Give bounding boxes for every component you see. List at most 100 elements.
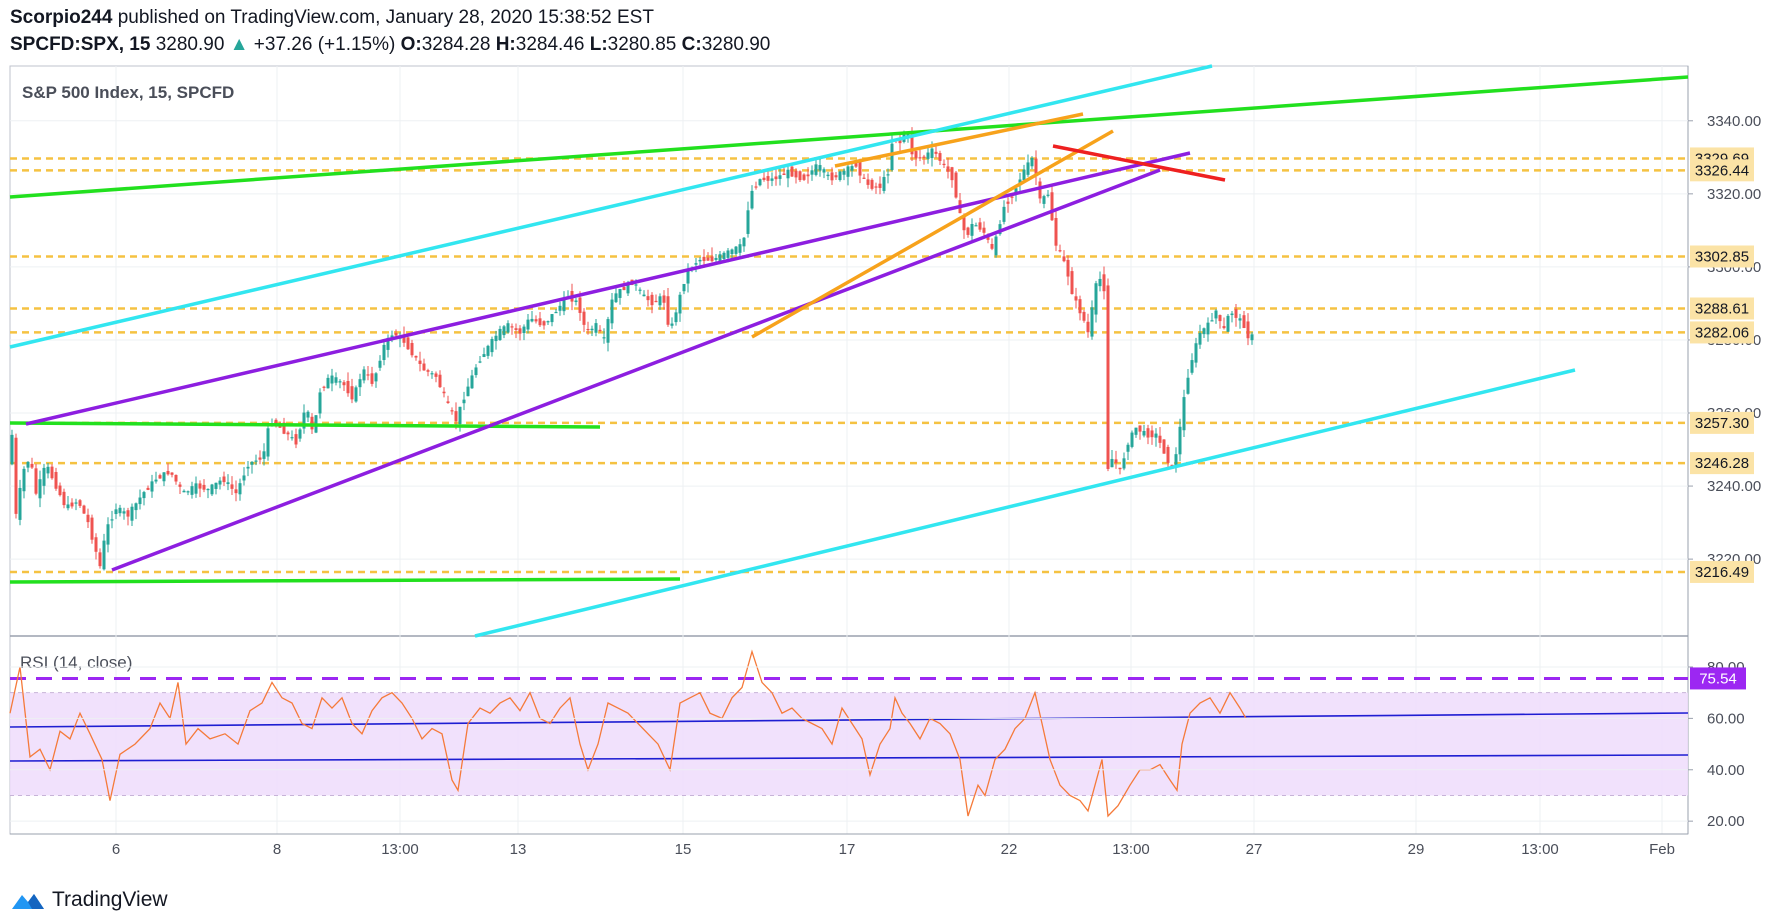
- purple-lower-channel-line[interactable]: [111, 168, 1161, 572]
- candle-body: [654, 300, 658, 303]
- candle-body: [510, 326, 514, 328]
- trendlines[interactable]: [9, 64, 1689, 638]
- candle-body: [750, 190, 754, 209]
- candle-body: [162, 472, 166, 482]
- candle-body: [1130, 432, 1134, 447]
- publisher-name[interactable]: Scorpio244: [10, 7, 113, 28]
- candle-body: [954, 172, 958, 198]
- candle-body: [458, 406, 462, 424]
- candle-body: [338, 381, 342, 383]
- symbol-name: SPCFD:SPX, 15: [10, 34, 151, 55]
- red-resistance-line[interactable]: [1052, 144, 1226, 182]
- orange-upper-wedge-line[interactable]: [834, 112, 1084, 168]
- candle-body: [262, 451, 266, 459]
- tradingview-brand[interactable]: TradingView: [52, 888, 168, 911]
- candle-body: [1242, 315, 1246, 328]
- candle-body: [882, 177, 886, 191]
- candle-body: [1086, 321, 1090, 333]
- cyan-upper-channel-line[interactable]: [9, 64, 1213, 349]
- green-support-line-2[interactable]: [9, 577, 681, 584]
- candle-body: [134, 503, 138, 511]
- candle-body: [666, 296, 670, 325]
- candle-body: [1146, 428, 1150, 438]
- candle-body: [498, 328, 502, 341]
- candle-body: [706, 257, 710, 261]
- candle-body: [454, 411, 458, 422]
- candle-body: [1238, 318, 1242, 321]
- candle-body: [1190, 360, 1194, 373]
- candle-body: [806, 174, 810, 177]
- candle-body: [1210, 320, 1214, 322]
- candle-body: [802, 174, 806, 180]
- candle-body: [22, 468, 26, 492]
- candle-body: [438, 374, 442, 388]
- candle-body: [910, 134, 914, 155]
- candle-body: [578, 297, 582, 313]
- candle-body: [330, 375, 334, 384]
- cyan-lower-channel-line[interactable]: [474, 368, 1576, 638]
- publish-line: Scorpio244 published on TradingView.com,…: [10, 6, 770, 30]
- candle-body: [598, 329, 602, 332]
- green-support-line-1[interactable]: [9, 421, 601, 429]
- candle-body: [150, 481, 154, 492]
- candle-body: [58, 485, 62, 496]
- candle-body: [782, 173, 786, 176]
- candle-body: [1226, 315, 1230, 332]
- candle-body: [1082, 311, 1086, 321]
- time-axis[interactable]: 6 8 13:00 13 15 17 22 13:00 27 29 13:00 Feb: [10, 833, 1688, 858]
- candle-body: [858, 159, 862, 176]
- candle-body: [246, 466, 250, 469]
- candle-body: [514, 328, 518, 330]
- candle-body: [1250, 334, 1254, 341]
- candle-body: [754, 186, 758, 188]
- candle-body: [178, 484, 182, 487]
- candle-body: [718, 254, 722, 262]
- candle-body: [214, 482, 218, 489]
- candle-body: [350, 386, 354, 400]
- candle-body: [506, 323, 510, 333]
- candle-body: [238, 483, 242, 495]
- candle-body: [778, 175, 782, 179]
- level-label-box: [1690, 159, 1754, 182]
- candle-body: [198, 483, 202, 489]
- candle-body: [974, 225, 978, 227]
- candle-body: [422, 363, 426, 371]
- candle-body: [874, 186, 878, 188]
- tradingview-logo-icon: [12, 894, 44, 909]
- candle-body: [950, 167, 954, 181]
- candle-body: [226, 482, 230, 485]
- green-upper-trendline[interactable]: [9, 75, 1689, 199]
- candle-body: [470, 375, 474, 389]
- candle-body: [642, 294, 646, 297]
- candle-body: [482, 354, 486, 357]
- candle-body: [318, 392, 322, 414]
- candle-body: [46, 466, 50, 474]
- candle-body: [1202, 328, 1206, 335]
- rsi-lower-trendline[interactable]: [9, 754, 1689, 762]
- candle-body: [154, 479, 158, 482]
- candle-body: [838, 171, 842, 180]
- candle-body: [726, 250, 730, 258]
- candle-body: [1038, 181, 1042, 199]
- candle-body: [358, 379, 362, 388]
- candle-body: [542, 321, 546, 326]
- candle-body: [94, 537, 98, 552]
- high-label: H:: [495, 34, 516, 55]
- candle-body: [822, 169, 826, 173]
- candle-body: [374, 373, 378, 382]
- candle-body: [634, 284, 638, 286]
- candle-body: [834, 175, 838, 178]
- chart-area[interactable]: S&P 500 Index, 15, SPCFD RSI (14, close)…: [0, 64, 1782, 884]
- candle-body: [814, 164, 818, 175]
- low-value: 3280.85: [607, 34, 677, 55]
- orange-lower-wedge-line[interactable]: [751, 129, 1114, 339]
- candle-body: [794, 170, 798, 178]
- horizontal-levels[interactable]: [10, 157, 1688, 574]
- candle-body: [250, 461, 254, 465]
- candle-body: [714, 257, 718, 260]
- candle-body: [1046, 194, 1050, 196]
- candle-body: [462, 399, 466, 404]
- candle-body: [646, 296, 650, 301]
- candle-body: [26, 461, 30, 468]
